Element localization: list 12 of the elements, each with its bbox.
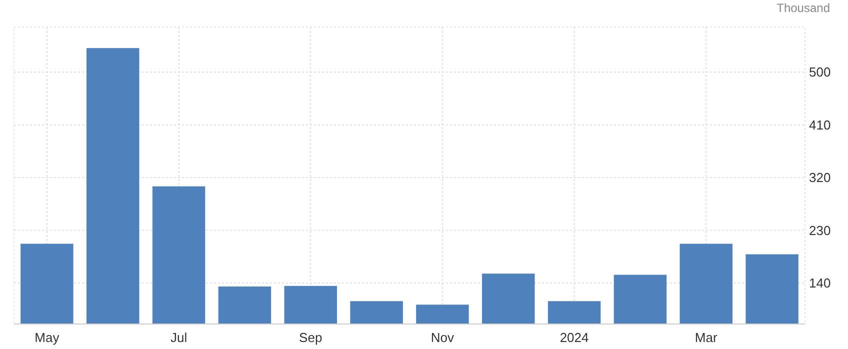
- y-tick-label: 230: [809, 222, 831, 238]
- y-tick-label: 320: [809, 170, 831, 186]
- x-tick-label: Nov: [430, 330, 455, 345]
- x-tick-label: Mar: [694, 330, 718, 345]
- x-tick-label: May: [34, 330, 60, 345]
- x-tick-label: 2024: [560, 330, 589, 345]
- x-tick-label: Sep: [299, 330, 322, 345]
- y-tick-label: 140: [809, 276, 831, 291]
- y-axis-title: Thousand: [776, 1, 830, 15]
- y-tick-label: 500: [809, 64, 831, 80]
- x-tick-label: Jul: [170, 330, 188, 345]
- y-tick-label: 410: [809, 117, 831, 132]
